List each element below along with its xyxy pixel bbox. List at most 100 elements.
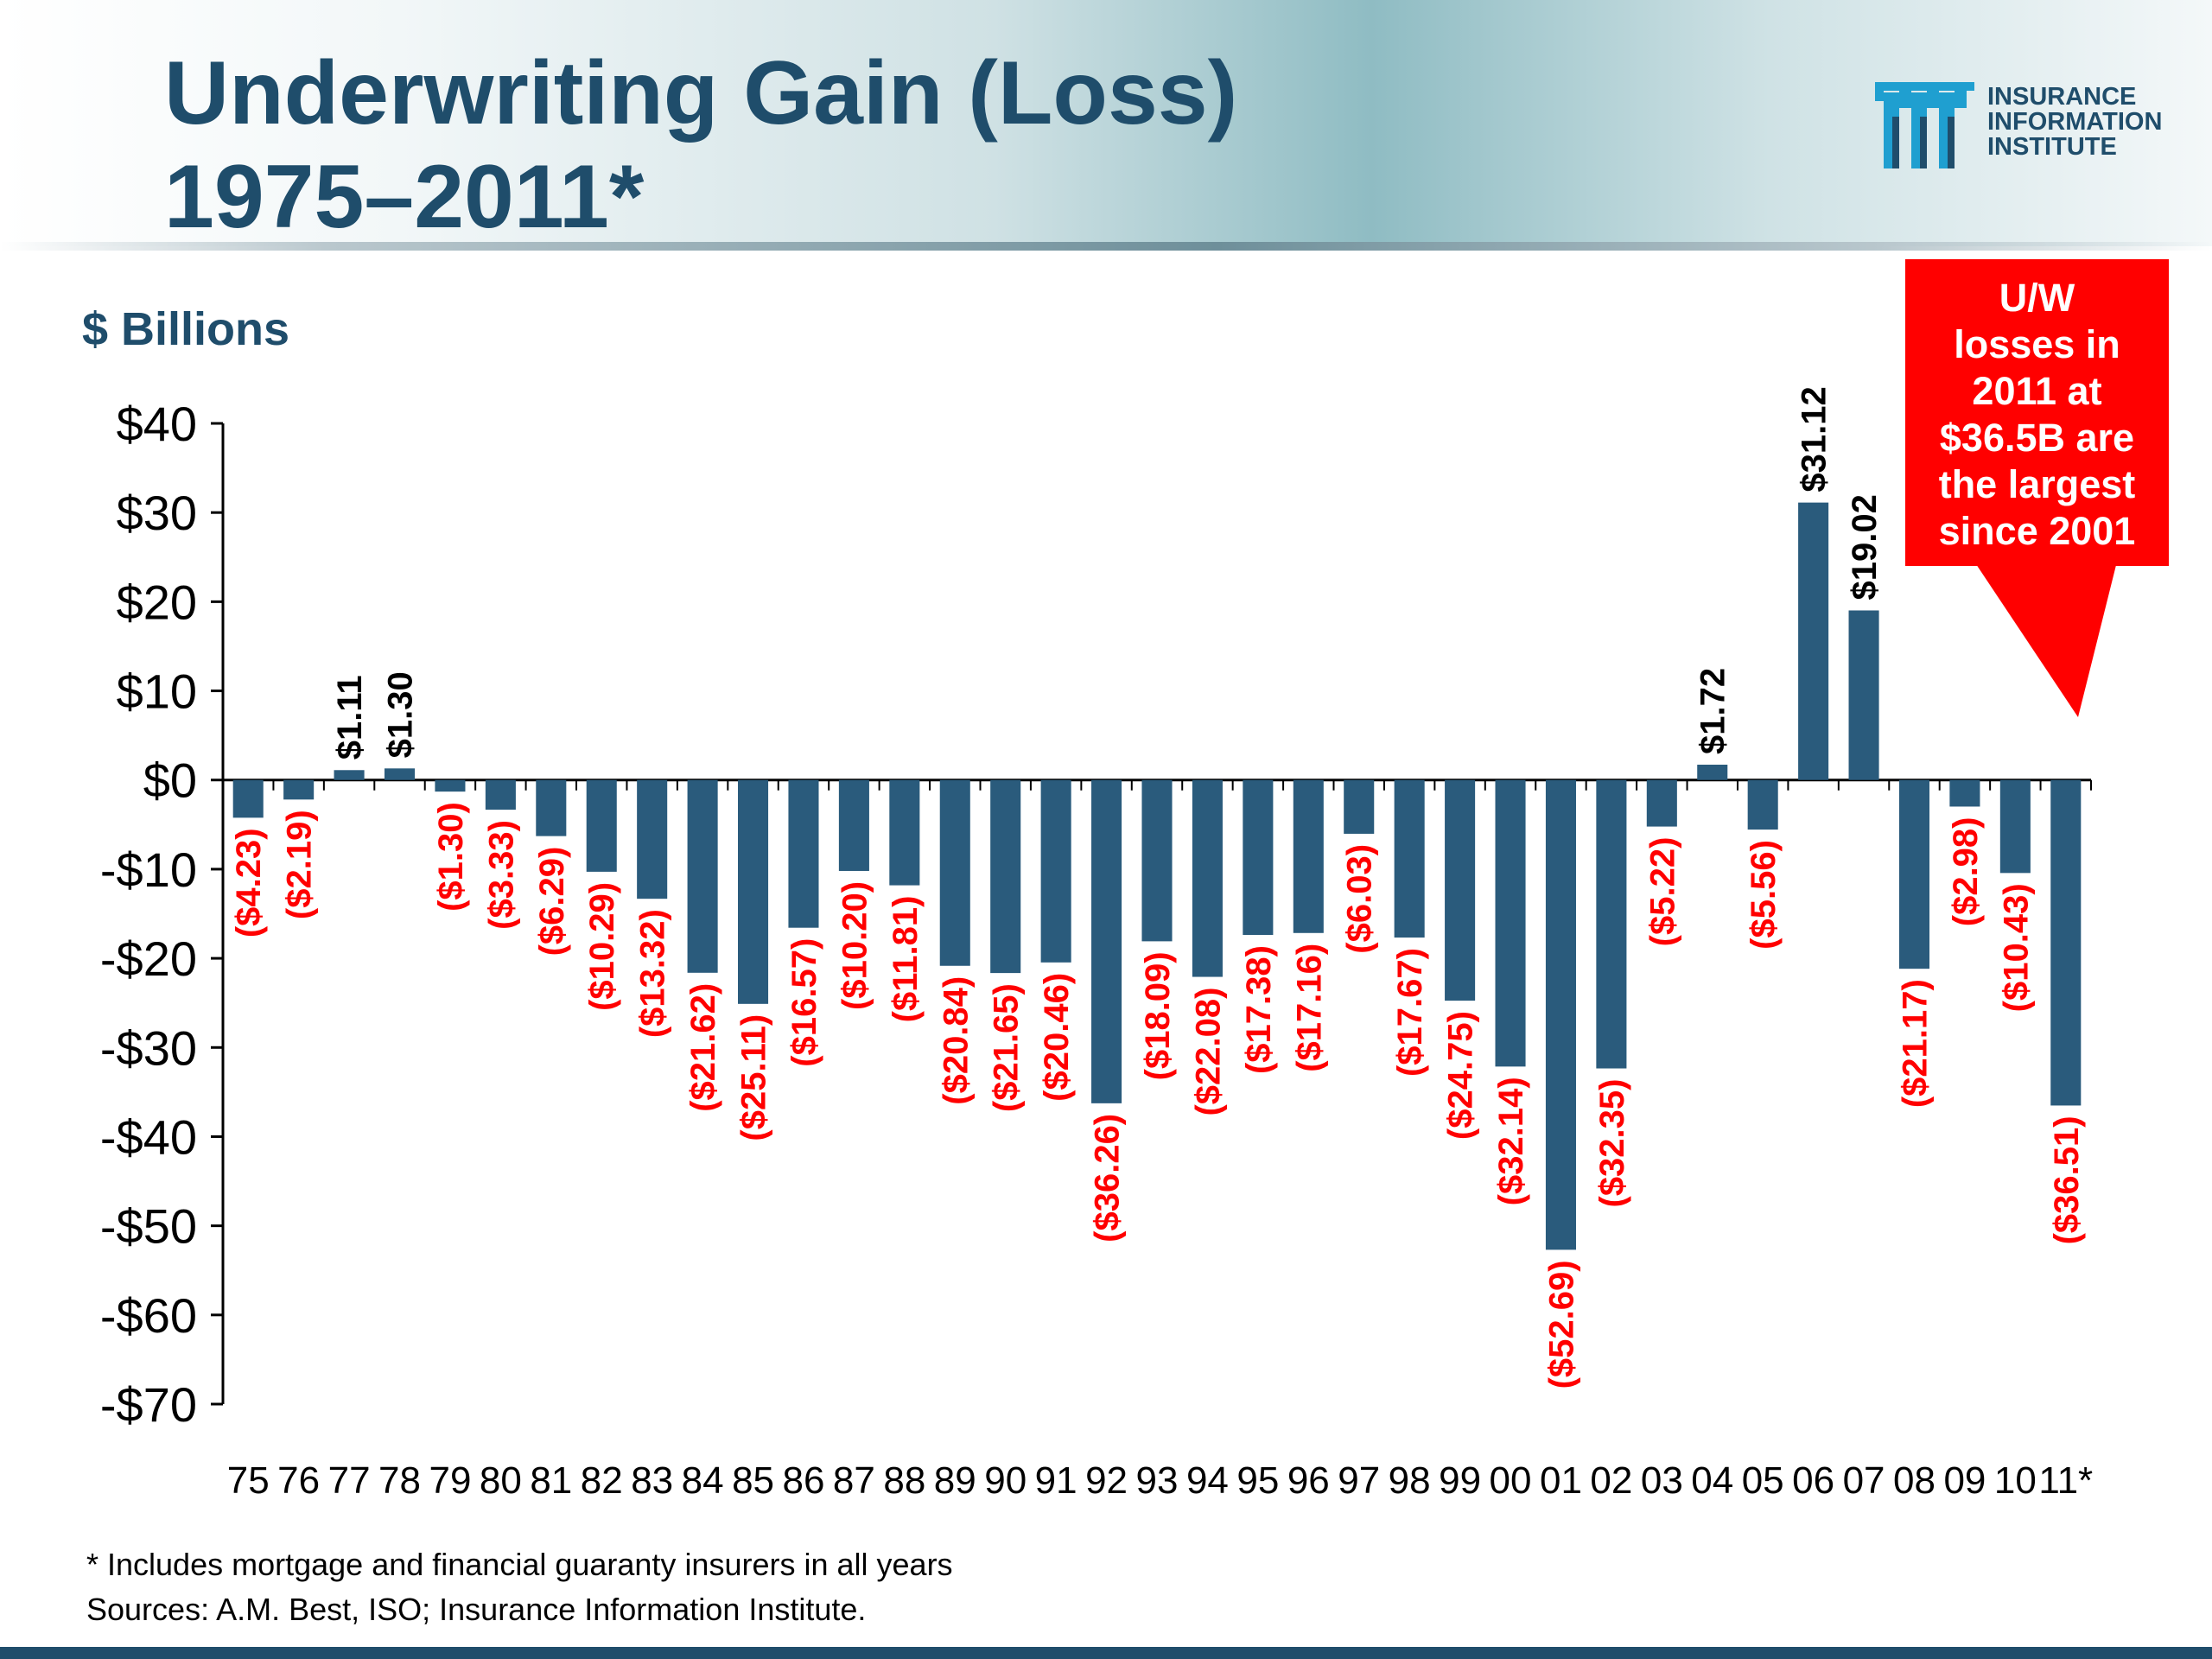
data-label: ($20.46): [1038, 973, 1076, 1102]
bar: [435, 779, 466, 792]
callout-line-3: 2011 at: [1972, 369, 2102, 413]
x-tick-label: 75: [227, 1459, 270, 1502]
x-tick-label: 81: [530, 1459, 572, 1502]
logo-line-3: INSTITUTE: [1987, 133, 2117, 161]
x-tick-label: 88: [883, 1459, 925, 1502]
x-tick-label: 91: [1035, 1459, 1077, 1502]
x-tick-label: 85: [732, 1459, 774, 1502]
data-label: $1.72: [1694, 668, 1732, 754]
bar: [838, 779, 869, 871]
data-label: ($17.16): [1290, 944, 1328, 1072]
y-tick-label: $0: [143, 753, 197, 808]
bar: [1192, 779, 1223, 977]
data-label: ($3.33): [482, 820, 520, 930]
x-tick-label: 00: [1490, 1459, 1532, 1502]
bar: [1344, 779, 1375, 834]
data-label: ($32.14): [1492, 1077, 1530, 1205]
iii-logo-icon: [1875, 82, 1974, 168]
data-label: ($25.11): [735, 1014, 773, 1141]
x-tick-label: 77: [328, 1459, 371, 1502]
bar: [889, 779, 920, 886]
data-label: ($32.35): [1593, 1079, 1631, 1208]
x-tick-label: 92: [1085, 1459, 1128, 1502]
bar: [2050, 779, 2082, 1106]
bar: [1747, 779, 1778, 830]
x-tick-label: 95: [1236, 1459, 1279, 1502]
data-label: $31.12: [1796, 386, 1834, 492]
title-line-2: 1975–2011*: [164, 147, 645, 247]
x-tick-label: 93: [1136, 1459, 1179, 1502]
x-tick-label: 10: [1994, 1459, 2037, 1502]
bar: [1394, 779, 1425, 938]
y-tick-label: -$10: [100, 842, 197, 897]
bar: [1141, 779, 1173, 942]
bar: [1646, 779, 1677, 827]
x-tick-label: 90: [984, 1459, 1027, 1502]
x-tick-label: 02: [1590, 1459, 1632, 1502]
x-tick-label: 03: [1641, 1459, 1683, 1502]
data-label: ($21.62): [684, 983, 722, 1112]
x-tick-label: 82: [581, 1459, 623, 1502]
footnote: * Includes mortgage and financial guaran…: [86, 1547, 953, 1582]
bar: [1999, 779, 2031, 874]
bar: [1495, 779, 1526, 1067]
data-label: ($52.69): [1542, 1260, 1580, 1389]
bar: [1293, 779, 1324, 933]
data-label: ($17.38): [1240, 945, 1278, 1074]
y-tick-label: -$70: [100, 1377, 197, 1432]
bar: [1040, 779, 1071, 963]
x-tick-label: 79: [429, 1459, 471, 1502]
callout-box: U/W losses in 2011 at $36.5B are the lar…: [1905, 259, 2169, 566]
x-tick-label: 97: [1338, 1459, 1380, 1502]
x-tick-label: 98: [1389, 1459, 1431, 1502]
x-tick-label: 87: [833, 1459, 875, 1502]
data-label: ($21.65): [988, 983, 1026, 1112]
x-tick-label: 06: [1792, 1459, 1834, 1502]
x-tick-label: 86: [782, 1459, 824, 1502]
data-label: ($22.08): [1189, 988, 1227, 1116]
y-tick-label: $40: [117, 397, 197, 451]
x-tick-label: 01: [1540, 1459, 1582, 1502]
x-tick-label: 09: [1943, 1459, 1986, 1502]
y-unit-label: $ Billions: [82, 303, 290, 355]
slide-title: Underwriting Gain (Loss) 1975–2011*: [164, 41, 1237, 249]
bar: [1545, 779, 1576, 1250]
y-tick-label: -$40: [100, 1109, 197, 1164]
x-tick-label: 89: [934, 1459, 976, 1502]
data-label: $1.11: [331, 675, 369, 760]
data-label: ($16.57): [785, 938, 823, 1067]
bar: [1243, 779, 1274, 936]
bar: [283, 779, 315, 800]
bar: [485, 779, 516, 810]
title-line-1: Underwriting Gain (Loss): [164, 43, 1238, 143]
data-label: ($2.19): [281, 810, 319, 919]
data-label: ($20.84): [937, 976, 975, 1105]
bar: [687, 779, 718, 973]
callout-line-4: $36.5B are: [1939, 416, 2135, 460]
data-label: ($11.81): [887, 896, 925, 1023]
bar: [1596, 779, 1627, 1069]
bar: [1798, 502, 1829, 780]
logo-line-2: INFORMATION: [1987, 108, 2163, 136]
bar: [384, 768, 416, 780]
x-tick-label: 84: [682, 1459, 724, 1502]
y-tick-label: -$60: [100, 1288, 197, 1343]
x-tick-label: 76: [277, 1459, 320, 1502]
callout-line-5: the largest: [1938, 462, 2136, 506]
x-tick-label: 99: [1439, 1459, 1481, 1502]
data-label: ($36.26): [1089, 1114, 1127, 1243]
data-label: ($10.43): [1997, 883, 2035, 1012]
bar: [1898, 779, 1930, 969]
x-tick-label: 83: [631, 1459, 673, 1502]
header-band: [0, 0, 2212, 246]
bar: [990, 779, 1021, 974]
data-label: $1.30: [382, 671, 420, 758]
y-tick-label: -$50: [100, 1199, 197, 1254]
bar: [334, 770, 365, 780]
y-tick-label: $10: [117, 664, 197, 719]
data-label: ($10.29): [583, 882, 621, 1011]
y-tick-label: $20: [117, 575, 197, 629]
bar: [232, 779, 264, 818]
x-tick-label: 94: [1186, 1459, 1229, 1502]
sources: Sources: A.M. Best, ISO; Insurance Infor…: [86, 1592, 867, 1627]
